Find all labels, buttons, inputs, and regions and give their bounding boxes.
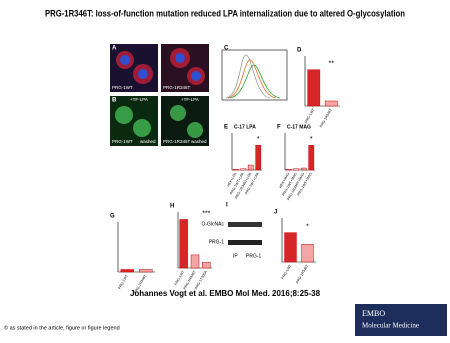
category-label: PRG-1R346T (295, 263, 309, 284)
citation: Johannes Vogt et al. EMBO Mol Med. 2016;… (130, 289, 321, 298)
bar (139, 269, 153, 273)
significance: ** (329, 61, 335, 68)
chart-title: C-17 LPA (234, 124, 256, 130)
panel-letter: E (224, 125, 228, 131)
nuclei (120, 53, 201, 81)
blot-label: PRG-1 (246, 253, 262, 259)
bar (284, 232, 297, 263)
bar (307, 69, 321, 107)
logo-text: EMBO (362, 309, 385, 318)
histogram (227, 59, 277, 99)
category-label: HEK+LPA (226, 171, 238, 187)
bar (301, 244, 314, 263)
histogram (229, 64, 281, 99)
bar (120, 269, 134, 273)
image-label: PRG-1WT (112, 85, 133, 90)
category-label: PRG-1WT (174, 269, 186, 286)
significance: * (310, 136, 313, 143)
bar (324, 100, 338, 107)
bar (232, 169, 239, 171)
image-label: +TF-LPA (181, 97, 199, 102)
bar (300, 167, 307, 171)
bar (293, 168, 300, 171)
blot-label: O-GlcNAc (202, 221, 225, 227)
panel-letter: I (226, 203, 228, 209)
image-label: PRG-1R346T (163, 139, 191, 144)
category-label: PRG-1WT (117, 273, 129, 290)
bar (255, 145, 262, 171)
significance: *** (202, 210, 210, 217)
panel-letter: J (274, 210, 277, 216)
category-label: PRG-1WT (304, 107, 316, 124)
image-label: washed (140, 139, 156, 144)
significance: * (257, 136, 260, 143)
blot-label: IP (233, 253, 238, 259)
chart-title: C-17 MAG (287, 124, 311, 130)
panel-letter: C (224, 46, 229, 52)
histogram (225, 54, 271, 99)
image-label: +TF-LPA (130, 97, 148, 102)
cells (115, 105, 203, 138)
blot-label: PRG-1 (209, 239, 225, 245)
significance: * (306, 224, 309, 231)
panel-letter: G (110, 214, 115, 220)
bar (247, 164, 254, 171)
micro-image (161, 96, 209, 146)
category-label: PRG-1WT (281, 263, 293, 280)
logo-text: Molecular Medicine (362, 322, 419, 330)
logo (355, 304, 447, 336)
bar (240, 168, 247, 171)
image-label: PRG-1WT (112, 139, 133, 144)
image-label: washed (191, 139, 207, 144)
bar (190, 254, 200, 269)
title: PRG-1R346T: loss-of-function mutation re… (45, 9, 405, 20)
panel-letter: F (277, 125, 281, 131)
bar (202, 262, 211, 269)
bar (179, 219, 188, 269)
blot-band (228, 240, 262, 245)
panel-letter: D (297, 48, 302, 54)
panel-letter: A (112, 46, 117, 52)
panel-letter: B (112, 98, 117, 104)
blot-band (228, 222, 262, 227)
image-label: PRG-1R346T (163, 85, 191, 90)
panel-letter: H (170, 204, 174, 210)
category-label: PRG-1R346T (319, 107, 333, 128)
bar (308, 145, 315, 171)
footer: © as stated in the article, figure or fi… (4, 324, 120, 331)
bar (285, 169, 292, 171)
